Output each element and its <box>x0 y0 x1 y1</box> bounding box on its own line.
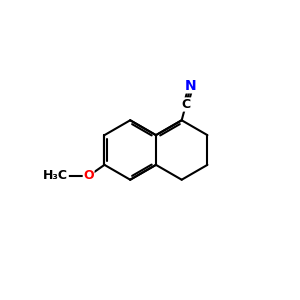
Text: C: C <box>182 98 190 111</box>
Text: H₃C: H₃C <box>43 169 68 182</box>
Text: O: O <box>83 169 94 182</box>
Text: N: N <box>185 79 197 93</box>
